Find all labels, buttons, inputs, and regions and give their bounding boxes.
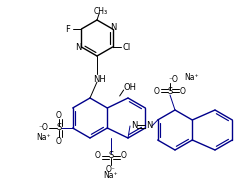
Text: ⁻O: ⁻O: [39, 122, 49, 132]
Text: S: S: [56, 124, 61, 133]
Text: N: N: [110, 23, 117, 33]
Text: F: F: [65, 24, 70, 34]
Text: CH₃: CH₃: [94, 8, 108, 16]
Text: NH: NH: [94, 74, 106, 83]
Text: O: O: [180, 87, 186, 95]
Text: OH: OH: [123, 83, 136, 93]
Text: Na⁺: Na⁺: [36, 133, 51, 143]
Text: S: S: [108, 152, 114, 160]
Text: O: O: [121, 152, 127, 160]
Text: O: O: [56, 137, 62, 146]
Text: O⁻: O⁻: [106, 165, 116, 173]
Text: O: O: [95, 152, 101, 160]
Text: Na⁺: Na⁺: [185, 73, 199, 81]
Text: N: N: [131, 121, 137, 131]
Text: O: O: [154, 87, 160, 95]
Text: O: O: [56, 111, 62, 120]
Text: N: N: [75, 43, 82, 53]
Text: S: S: [167, 87, 173, 96]
Text: Na⁺: Na⁺: [104, 171, 118, 180]
Text: Cl: Cl: [122, 42, 131, 51]
Text: N: N: [146, 121, 152, 131]
Text: ⁻O: ⁻O: [168, 74, 178, 83]
